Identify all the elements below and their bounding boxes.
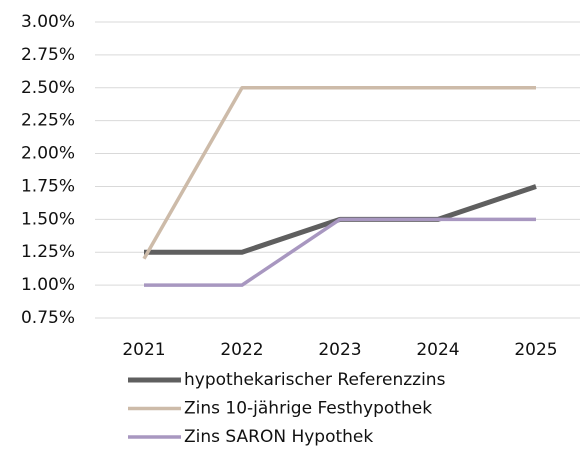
series-line [144, 217, 536, 287]
y-tick-label: 1.25% [21, 242, 75, 262]
legend-label: Zins 10-jährige Festhypothek [184, 399, 432, 419]
x-tick-label: 2022 [220, 340, 263, 360]
y-tick-label: 2.00% [21, 144, 75, 164]
y-tick-label: 2.50% [21, 78, 75, 98]
x-tick-label: 2023 [318, 340, 361, 360]
x-tick-label: 2024 [416, 340, 459, 360]
x-tick-label: 2025 [514, 340, 557, 360]
y-tick-label: 1.00% [21, 275, 75, 295]
legend-label: hypothekarischer Referenzzins [184, 370, 446, 390]
series-line [142, 86, 536, 260]
y-tick-label: 2.75% [21, 45, 75, 65]
x-tick-label: 2021 [122, 340, 165, 360]
y-tick-label: 2.25% [21, 111, 75, 131]
y-tick-label: 1.50% [21, 209, 75, 229]
y-tick-label: 3.00% [21, 12, 75, 32]
legend-label: Zins SARON Hypothek [184, 427, 373, 447]
y-tick-label: 1.75% [21, 176, 75, 196]
y-tick-label: 0.75% [21, 308, 75, 328]
